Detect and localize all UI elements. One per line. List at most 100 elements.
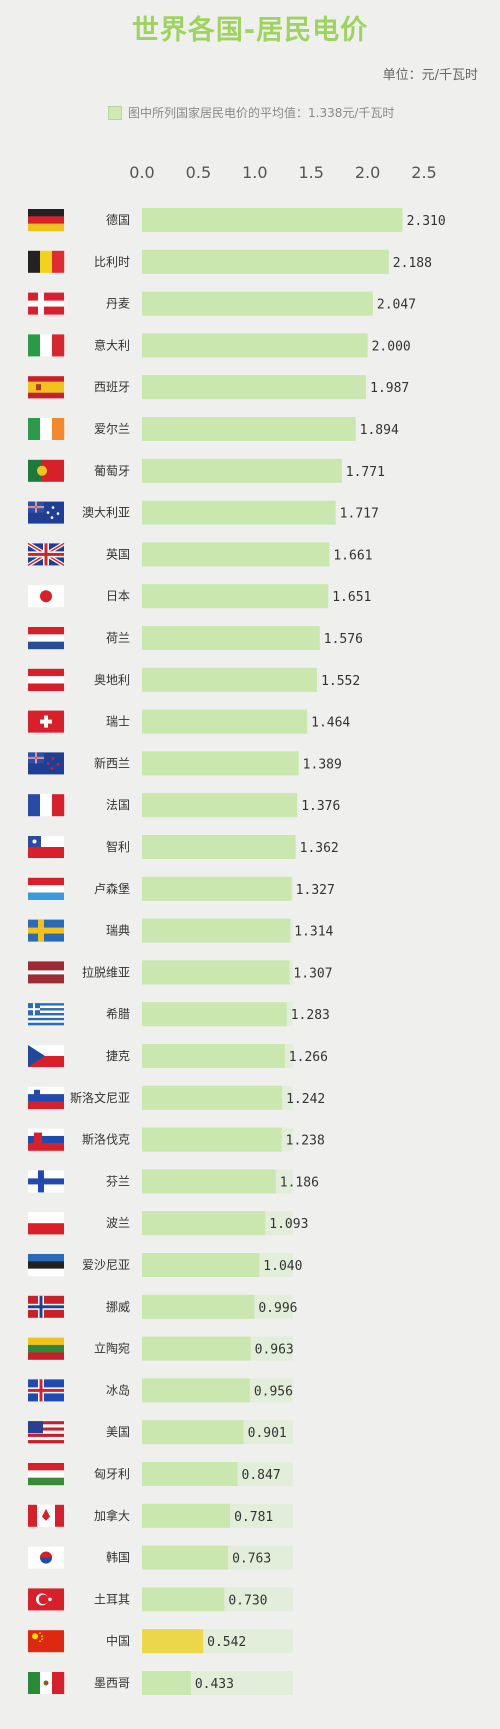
country-label: 捷克 <box>106 1049 130 1063</box>
flag-france-icon <box>28 794 65 817</box>
flag-sweden-icon <box>28 919 64 942</box>
value-label: 1.040 <box>263 1259 302 1274</box>
country-label: 新西兰 <box>94 755 130 770</box>
value-label: 2.310 <box>407 214 446 229</box>
x-tick-label: 0.5 <box>186 163 211 182</box>
flag-iceland-icon <box>28 1379 64 1402</box>
value-label: 1.987 <box>370 381 409 396</box>
flag-italy-icon <box>28 334 65 357</box>
x-tick-label: 0.0 <box>129 163 154 182</box>
value-label: 1.576 <box>324 632 363 647</box>
country-label: 匈牙利 <box>94 1467 130 1481</box>
value-label: 1.093 <box>269 1217 308 1232</box>
value-label: 1.894 <box>360 423 399 438</box>
bar <box>142 1503 231 1528</box>
flag-hungary-icon <box>28 1463 64 1486</box>
bar <box>142 626 320 650</box>
country-label: 土耳其 <box>94 1592 130 1606</box>
value-label: 1.266 <box>289 1050 328 1065</box>
flag-poland-icon <box>28 1212 64 1235</box>
value-label: 1.327 <box>296 883 335 898</box>
value-label: 1.314 <box>294 925 333 940</box>
flag-finland-icon <box>28 1170 64 1193</box>
bar <box>142 500 336 525</box>
country-label: 葡萄牙 <box>94 464 130 478</box>
value-label: 1.186 <box>280 1175 319 1190</box>
flag-uk-icon <box>26 541 66 568</box>
value-label: 1.307 <box>293 966 332 981</box>
value-label: 2.188 <box>393 256 432 271</box>
country-label: 立陶宛 <box>94 1341 130 1356</box>
value-label: 0.847 <box>242 1468 281 1483</box>
bar <box>142 291 373 316</box>
bar <box>142 835 296 859</box>
value-label: 0.781 <box>234 1510 273 1525</box>
value-label: 1.283 <box>291 1008 330 1023</box>
value-label: 1.717 <box>340 507 379 522</box>
value-label: 1.242 <box>286 1092 325 1107</box>
value-label: 0.763 <box>232 1552 271 1567</box>
value-label: 1.376 <box>301 799 340 814</box>
flag-chile-icon <box>28 836 64 858</box>
flag-usa-icon <box>28 1421 64 1444</box>
bar <box>142 709 308 734</box>
x-tick-label: 2.5 <box>411 163 436 182</box>
bar <box>142 1127 282 1152</box>
country-label: 爱尔兰 <box>94 421 130 436</box>
value-label: 0.996 <box>258 1301 297 1316</box>
bar <box>142 584 329 609</box>
value-label: 0.956 <box>254 1384 293 1399</box>
bar <box>142 375 367 400</box>
country-label: 卢森堡 <box>94 881 130 896</box>
bar <box>142 1294 255 1319</box>
country-label: 挪威 <box>106 1300 130 1314</box>
bar <box>142 1085 283 1110</box>
bar <box>142 960 290 985</box>
country-label: 韩国 <box>106 1550 130 1565</box>
bar <box>142 1211 266 1236</box>
value-label: 1.464 <box>311 716 350 731</box>
country-label: 荷兰 <box>106 631 130 645</box>
bar <box>142 1629 204 1654</box>
flag-portugal-icon <box>28 459 64 482</box>
value-label: 1.362 <box>300 841 339 856</box>
flag-netherlands-icon <box>28 627 64 650</box>
bar <box>142 417 356 441</box>
country-label: 丹麦 <box>106 297 130 311</box>
flag-ireland-icon <box>28 418 65 440</box>
bar <box>142 1545 229 1570</box>
country-label: 爱沙尼亚 <box>82 1258 130 1272</box>
country-label: 澳大利亚 <box>82 506 130 520</box>
flag-japan-icon <box>28 585 64 608</box>
country-label: 拉脱维亚 <box>82 964 130 979</box>
unit-label: 单位：元/千瓦时 <box>382 68 478 83</box>
bar <box>142 458 342 483</box>
country-label: 智利 <box>106 839 130 854</box>
flag-czech-icon <box>28 1045 64 1067</box>
flag-switzerland-icon <box>28 710 64 733</box>
country-label: 英国 <box>106 547 130 561</box>
value-label: 1.661 <box>333 548 372 563</box>
value-label: 0.901 <box>248 1426 287 1441</box>
flag-australia-icon <box>28 501 64 524</box>
bar <box>142 1420 244 1445</box>
country-label: 瑞士 <box>106 715 130 729</box>
flag-canada-icon <box>28 1504 64 1527</box>
legend: 图中所列国家居民电价的平均值：1.338元/千瓦时 <box>108 104 394 121</box>
bar <box>142 667 318 692</box>
value-label: 0.963 <box>255 1343 294 1358</box>
value-label: 1.771 <box>346 465 385 480</box>
bar <box>142 1378 250 1403</box>
country-label: 美国 <box>106 1425 130 1439</box>
bar <box>142 793 298 818</box>
country-label: 墨西哥 <box>94 1676 130 1690</box>
flag-denmark-icon <box>28 292 64 315</box>
value-label: 0.542 <box>207 1635 246 1650</box>
x-tick-label: 1.5 <box>298 163 323 182</box>
value-label: 2.047 <box>377 298 416 313</box>
country-label: 意大利 <box>94 337 130 352</box>
flag-slovakia-icon <box>28 1128 64 1151</box>
country-label: 中国 <box>106 1633 130 1648</box>
bar <box>142 876 292 901</box>
